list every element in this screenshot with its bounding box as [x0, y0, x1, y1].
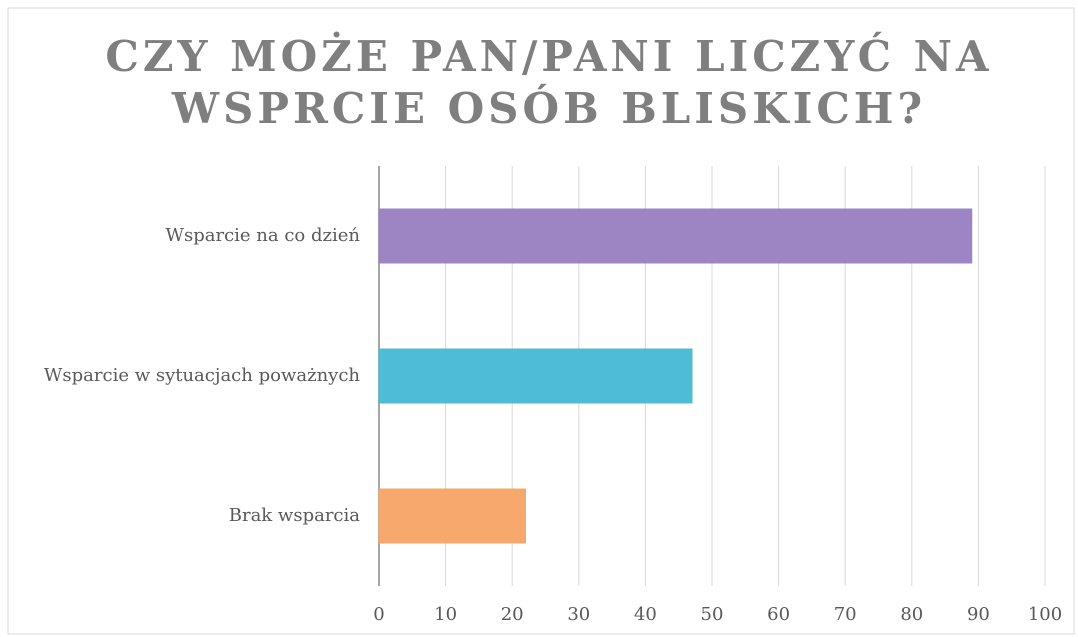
bar [378, 488, 527, 544]
x-tick-label: 20 [501, 604, 524, 625]
x-tick-label: 0 [373, 604, 384, 625]
x-tick-label: 10 [434, 604, 457, 625]
chart-frame [7, 7, 1075, 635]
y-tick-label: Wsparcie na co dzień [165, 225, 360, 246]
x-tick-label: 100 [1028, 604, 1062, 625]
y-tick-label: Wsparcie w sytuacjach poważnych [44, 365, 361, 386]
x-tick-label: 80 [900, 604, 923, 625]
x-tick-label: 30 [567, 604, 590, 625]
bar [378, 208, 973, 264]
x-tick-label: 70 [834, 604, 857, 625]
x-tick-label: 60 [767, 604, 790, 625]
bar [378, 348, 693, 404]
y-tick-label: Brak wsparcia [229, 505, 361, 526]
chart-title: CZY MOŻE PAN/PANI LICZYĆ NA [105, 30, 992, 81]
x-tick-label: 50 [701, 604, 724, 625]
chart-title: WSPRCIE OSÓB BLISKICH? [171, 83, 926, 133]
x-tick-label: 40 [634, 604, 657, 625]
x-tick-label: 90 [967, 604, 990, 625]
